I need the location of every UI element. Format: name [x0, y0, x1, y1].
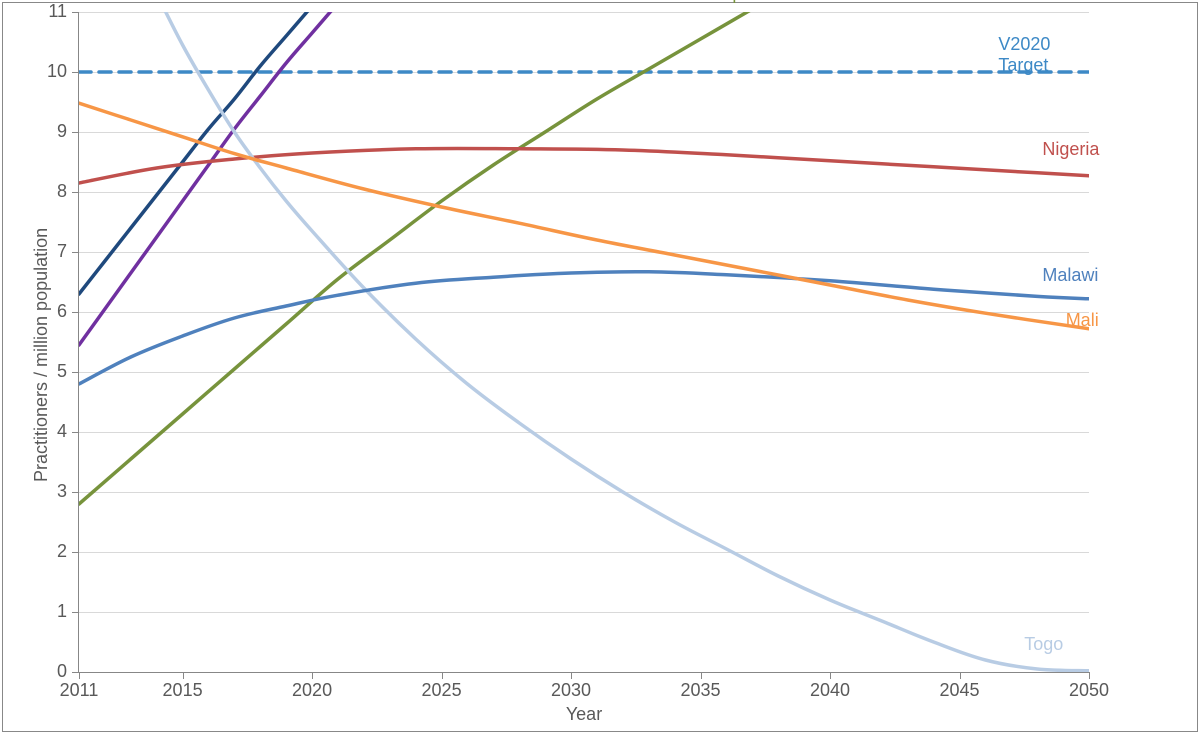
chart-frame: 0 1 2 3 4 5 6 7 8 9 10 11 2011 2015 2020 2025 2030 2035 20…	[2, 2, 1198, 732]
x-tick-label: 2020	[287, 680, 337, 701]
y-tick	[72, 312, 79, 313]
x-tick	[701, 672, 702, 679]
x-tick	[79, 672, 80, 679]
y-tick	[72, 12, 79, 13]
y-tick	[72, 372, 79, 373]
y-tick	[72, 132, 79, 133]
x-tick-label: 2040	[805, 680, 855, 701]
y-tick-label: 4	[57, 421, 67, 442]
x-tick	[571, 672, 572, 679]
y-tick-label: 0	[57, 661, 67, 682]
y-tick	[72, 72, 79, 73]
y-tick-label: 10	[47, 61, 67, 82]
x-tick-label: 2025	[417, 680, 467, 701]
x-tick	[312, 672, 313, 679]
y-tick-label: 7	[57, 241, 67, 262]
x-tick-label: 2045	[935, 680, 985, 701]
x-tick	[1089, 672, 1090, 679]
series-zimbabwe	[79, 6, 312, 294]
y-tick	[72, 252, 79, 253]
y-tick-label: 2	[57, 541, 67, 562]
y-tick-label: 9	[57, 121, 67, 142]
y-tick-label: 6	[57, 301, 67, 322]
x-axis-line	[79, 672, 1089, 673]
x-axis-title: Year	[79, 704, 1089, 725]
x-tick	[442, 672, 443, 679]
x-tick-label: 2050	[1064, 680, 1114, 701]
plot-svg	[79, 12, 1089, 672]
x-tick	[183, 672, 184, 679]
y-tick	[72, 552, 79, 553]
x-tick-label: 2011	[54, 680, 104, 701]
y-tick	[72, 492, 79, 493]
x-tick-label: 2015	[158, 680, 208, 701]
plot-area: 0123456789101120112015202020252030203520…	[79, 12, 1089, 672]
y-tick-label: 1	[57, 601, 67, 622]
y-tick	[72, 432, 79, 433]
y-axis-title: Practitioners / million population	[31, 228, 52, 482]
y-tick	[72, 612, 79, 613]
series-label-ethiopia: Ethiopia	[664, 0, 784, 4]
x-tick-label: 2030	[546, 680, 596, 701]
y-tick-label: 5	[57, 361, 67, 382]
series-label-rwanda: Rwanda	[208, 0, 328, 1]
y-tick	[72, 192, 79, 193]
x-tick	[830, 672, 831, 679]
y-tick-label: 8	[57, 181, 67, 202]
y-tick	[72, 672, 79, 673]
series-malawi	[79, 272, 1089, 384]
x-tick-label: 2035	[676, 680, 726, 701]
y-tick-label: 11	[48, 1, 67, 22]
y-tick-label: 3	[57, 481, 67, 502]
series-togo	[79, 0, 1089, 671]
series-ethiopia	[79, 9, 752, 504]
x-tick	[960, 672, 961, 679]
